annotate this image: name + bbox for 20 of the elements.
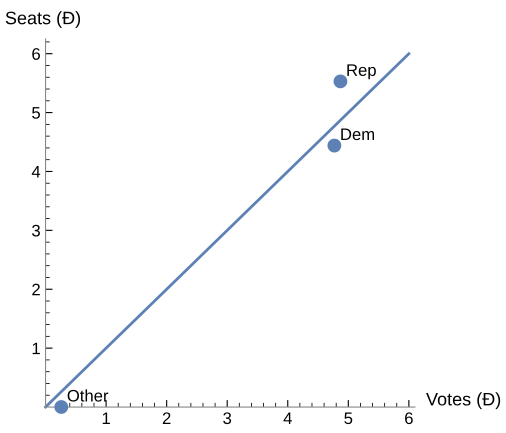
x-tick-label: 2 [162,412,170,424]
y-tick-label: 4 [32,166,40,178]
annotation: Other [68,389,108,402]
y-tick-label: 3 [32,224,40,237]
y-tick-label: 6 [32,48,40,60]
x-tick-label: 1 [102,412,110,424]
x-tick-label: 6 [405,412,413,424]
y-tick-label: 1 [32,342,40,354]
y-tick-label: 5 [32,107,40,119]
annotation: Dem [341,128,374,140]
x-tick-label: 5 [344,412,352,424]
annotation: Rep [347,64,376,80]
x-axis-title: Votes (Đ) [426,392,500,410]
x-tick-label: 3 [223,412,232,424]
y-axis-title: Seats (Đ) [6,11,80,28]
point [327,138,342,152]
y-tick-label: 2 [32,284,40,296]
point [334,74,348,88]
point [54,400,68,414]
x-tick-label: 4 [284,412,292,424]
